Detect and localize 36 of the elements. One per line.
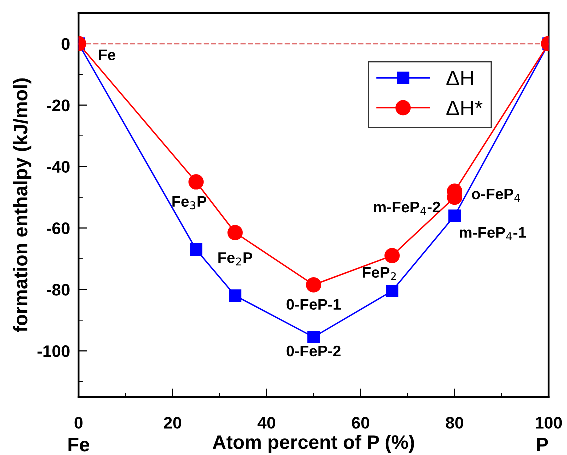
y-tick-label: -40	[47, 161, 70, 174]
point	[308, 331, 320, 344]
annotation: 0-FeP-1	[286, 299, 342, 310]
legend-label: ΔH*	[446, 100, 483, 116]
point	[188, 174, 204, 190]
annotation: FeP$_{2}$	[363, 267, 396, 280]
point	[448, 210, 462, 222]
point	[190, 244, 203, 256]
point	[386, 284, 399, 298]
annotation: 0-FeP-2	[286, 346, 341, 357]
y-tick-label: -60	[47, 222, 70, 234]
point	[229, 290, 242, 302]
text: P	[537, 438, 548, 452]
x-tick-label: 60	[352, 417, 370, 429]
annotation: Fe	[99, 50, 116, 61]
annotation: o-FeP$_{4}$	[472, 188, 520, 202]
x-tick-label: 80	[446, 417, 464, 429]
text: Fe	[68, 438, 90, 452]
x-axis-title: Atom percent of P (%)	[212, 434, 414, 454]
x-tick-label: 20	[164, 417, 182, 429]
y-tick-label: -20	[47, 100, 70, 112]
legend-label: ΔH	[446, 71, 474, 86]
x-tick-label: 100	[536, 417, 562, 429]
y-axis-title: formation enthalpy (kJ/mol)	[13, 78, 32, 332]
y-tick-label: -100	[38, 346, 70, 358]
annotation: Fe$_{3}$P	[172, 196, 207, 210]
y-tick-label: 0	[62, 38, 70, 50]
x-tick-label: 0	[74, 417, 83, 429]
point	[228, 225, 243, 240]
x-tick-label: 40	[258, 417, 276, 429]
annotation: Fe$_{2}$P	[218, 252, 252, 266]
point	[384, 248, 400, 264]
y-tick-label: -80	[47, 284, 70, 296]
annotation: m-FeP$_{4}$-1	[460, 227, 526, 240]
point	[306, 277, 322, 293]
annotation: m-FeP$_{4}$-2	[374, 202, 440, 216]
